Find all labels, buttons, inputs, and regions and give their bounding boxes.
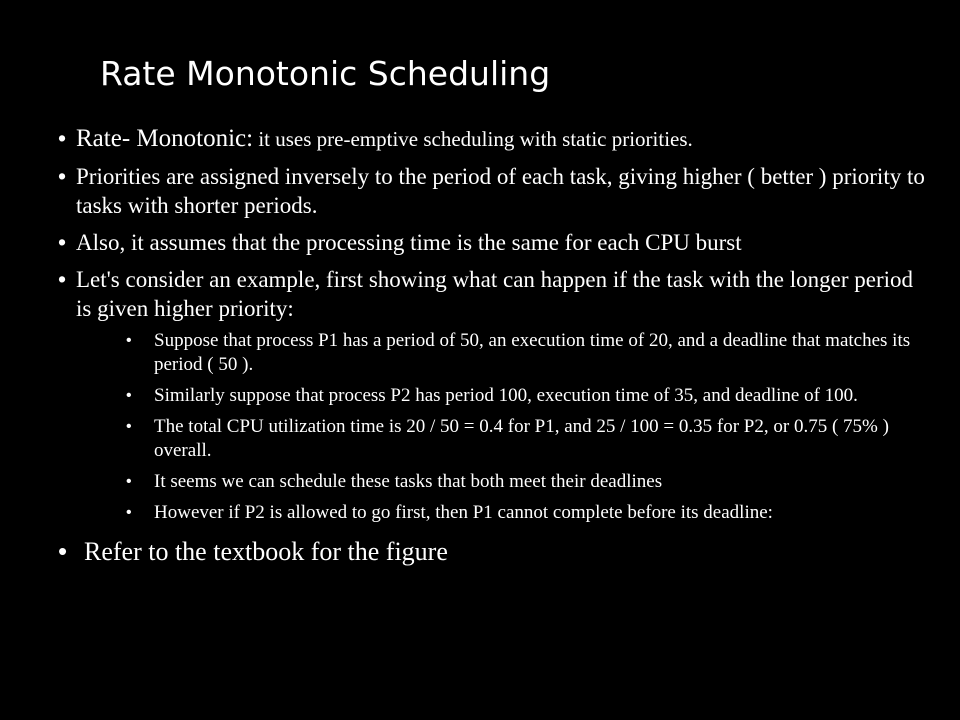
bullet-point: • Rate- Monotonic: it uses pre-emptive s… — [58, 124, 928, 154]
bullet-text: Also, it assumes that the processing tim… — [76, 230, 742, 255]
bullet-icon: • — [126, 332, 132, 349]
bullet-icon: • — [58, 229, 67, 255]
sub-bullet-text: Similarly suppose that process P2 has pe… — [154, 385, 858, 406]
sub-bullet-list: • Suppose that process P1 has a period o… — [76, 329, 928, 525]
slide-title: Rate Monotonic Scheduling — [100, 54, 551, 93]
sub-bullet-point: • Similarly suppose that process P2 has … — [76, 384, 928, 408]
bullet-text: Let's consider an example, first showing… — [76, 267, 914, 321]
bullet-icon: • — [58, 266, 67, 292]
term-definition: it uses pre-emptive scheduling with stat… — [253, 127, 693, 151]
sub-bullet-text: However if P2 is allowed to go first, th… — [154, 502, 773, 523]
bullet-icon: • — [126, 473, 132, 490]
bullet-icon: • — [126, 504, 132, 521]
bullet-text: Refer to the textbook for the figure — [84, 537, 448, 566]
sub-bullet-point: • Suppose that process P1 has a period o… — [76, 329, 928, 377]
bullet-point: • Let's consider an example, first showi… — [58, 265, 928, 525]
sub-bullet-text: Suppose that process P1 has a period of … — [154, 330, 911, 375]
bullet-point: • Also, it assumes that the processing t… — [58, 228, 928, 257]
bullet-icon: • — [58, 163, 67, 189]
sub-bullet-text: The total CPU utilization time is 20 / 5… — [154, 416, 889, 461]
bullet-icon: • — [58, 536, 68, 566]
bullet-point: • Refer to the textbook for the figure — [58, 536, 928, 567]
bullet-point: • Priorities are assigned inversely to t… — [58, 162, 928, 220]
sub-bullet-point: • The total CPU utilization time is 20 /… — [76, 415, 928, 463]
sub-bullet-point: • However if P2 is allowed to go first, … — [76, 501, 928, 525]
sub-bullet-point: • It seems we can schedule these tasks t… — [76, 470, 928, 494]
term-label: Rate- Monotonic: — [76, 125, 254, 152]
bullet-icon: • — [58, 125, 67, 151]
bullet-icon: • — [126, 387, 132, 404]
sub-bullet-text: It seems we can schedule these tasks tha… — [154, 471, 663, 492]
bullet-icon: • — [126, 418, 132, 435]
bullet-text: Priorities are assigned inversely to the… — [76, 164, 925, 218]
slide-body: • Rate- Monotonic: it uses pre-emptive s… — [58, 124, 928, 574]
